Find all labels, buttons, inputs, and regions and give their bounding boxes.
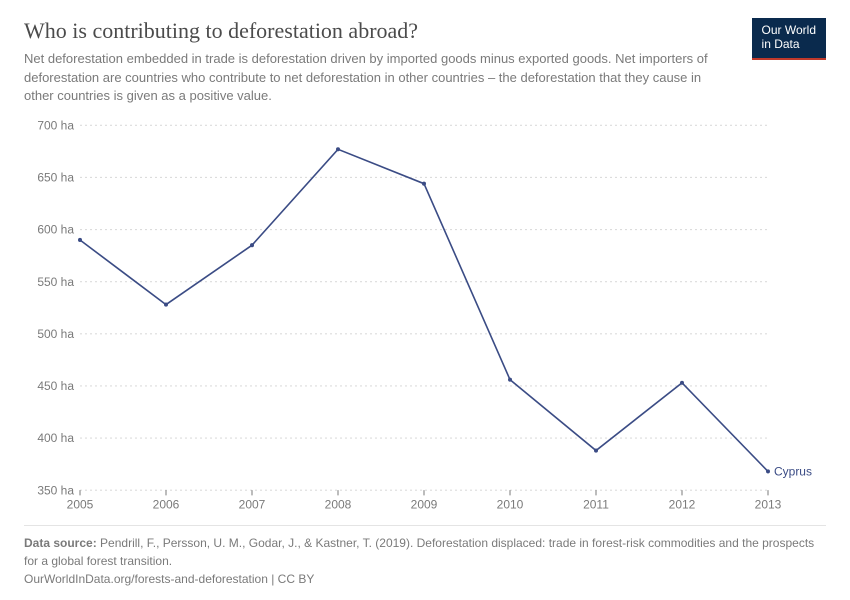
data-point [336,147,340,151]
header-row: Who is contributing to deforestation abr… [24,18,826,105]
chart-container: Who is contributing to deforestation abr… [0,0,850,600]
series-line-cyprus [80,149,768,471]
data-point [594,448,598,452]
chart-area: 350 ha 400 ha 450 ha 500 ha 550 ha 600 ha 650 … [24,115,826,519]
y-tick-label: 600 ha [37,222,74,236]
footer-source-line: Data source: Pendrill, F., Persson, U. M… [24,534,826,570]
x-tick-label: 2008 [325,498,352,512]
y-grid [80,125,768,490]
data-point [250,243,254,247]
y-tick-label: 700 ha [37,118,74,132]
data-point [508,378,512,382]
chart-footer: Data source: Pendrill, F., Persson, U. M… [24,525,826,588]
owid-logo: Our World in Data [752,18,826,60]
x-tick-label: 2012 [669,498,696,512]
data-point [680,381,684,385]
header-text-block: Who is contributing to deforestation abr… [24,18,724,105]
logo-line-2: in Data [762,37,800,51]
chart-subtitle: Net deforestation embedded in trade is d… [24,50,724,105]
source-text: Pendrill, F., Persson, U. M., Godar, J.,… [24,536,814,568]
x-tick-label: 2007 [239,498,266,512]
y-tick-label: 500 ha [37,327,74,341]
series-label-cyprus: Cyprus [774,464,812,478]
data-point [78,238,82,242]
x-tick-label: 2013 [755,498,782,512]
source-prefix: Data source: [24,536,97,550]
footer-attribution: OurWorldInData.org/forests-and-deforesta… [24,570,826,588]
y-tick-label: 550 ha [37,275,74,289]
x-axis: 2005 2006 2007 2008 2009 2010 2011 2012 2013 [67,490,782,512]
x-tick-label: 2010 [497,498,524,512]
data-point [422,182,426,186]
chart-title: Who is contributing to deforestation abr… [24,18,724,44]
x-tick-label: 2011 [583,498,609,512]
x-tick-label: 2005 [67,498,94,512]
logo-line-1: Our World [762,23,816,37]
x-tick-label: 2006 [153,498,180,512]
y-axis-labels: 350 ha 400 ha 450 ha 500 ha 550 ha 600 ha 650 … [37,118,74,497]
y-tick-label: 450 ha [37,379,74,393]
line-chart-svg: 350 ha 400 ha 450 ha 500 ha 550 ha 600 ha 650 … [24,115,826,519]
y-tick-label: 350 ha [37,483,74,497]
y-tick-label: 400 ha [37,431,74,445]
data-point [766,469,770,473]
x-tick-label: 2009 [411,498,438,512]
series-markers [78,147,770,473]
y-tick-label: 650 ha [37,170,74,184]
data-point [164,303,168,307]
